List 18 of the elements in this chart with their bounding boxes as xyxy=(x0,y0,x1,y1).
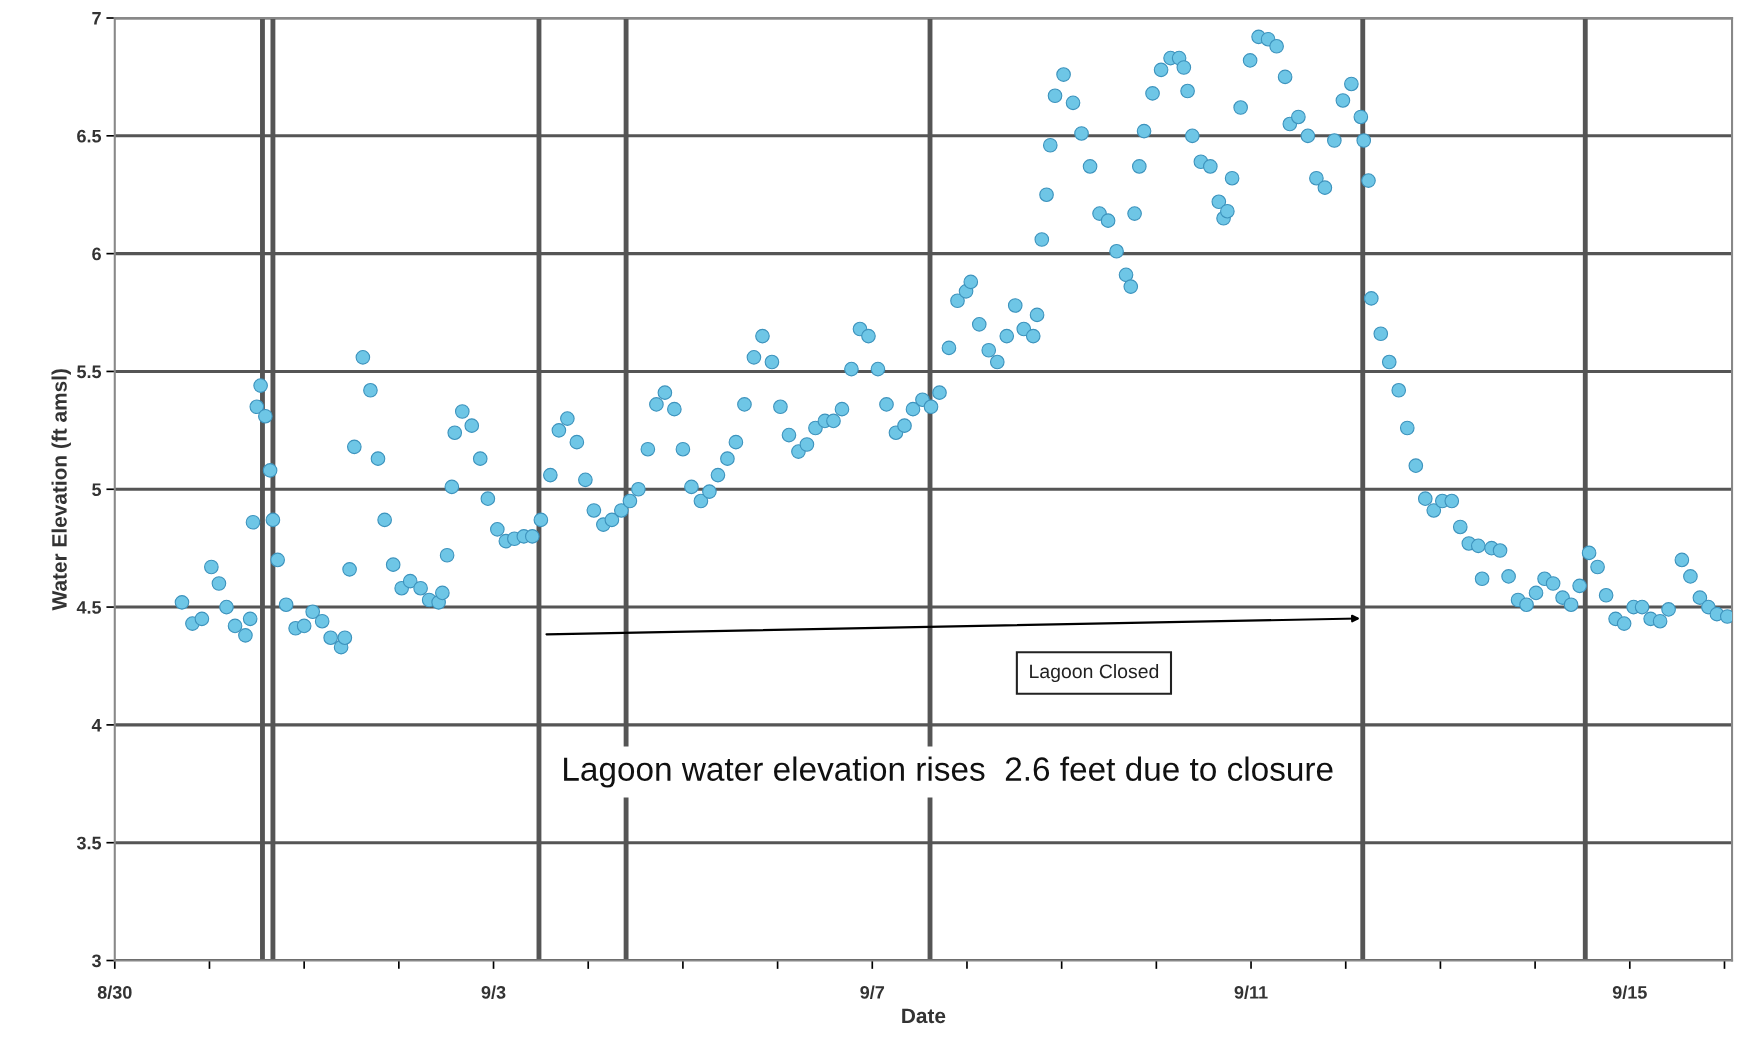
y-tick-label: 7 xyxy=(92,12,101,25)
y-tick-label: 5.5 xyxy=(77,365,102,379)
y-tick-label: 4 xyxy=(91,719,102,732)
y-tick-label: 5 xyxy=(92,483,102,496)
x-axis-title: Date xyxy=(902,1008,946,1024)
y-axis-title: Water Elevation (ft amsl) xyxy=(51,369,71,611)
y-tick-label: 3 xyxy=(91,954,101,968)
x-tick-label: 9/7 xyxy=(860,985,885,999)
annotation: Lagoon water elevation rises 2.6 feet due to closure xyxy=(564,756,1333,788)
y-tick-label: 3.5 xyxy=(76,836,102,850)
x-tick-label: 9/15 xyxy=(1612,985,1647,999)
x-tick-label: 9/11 xyxy=(1234,985,1268,999)
annotation: Lagoon Closed xyxy=(1030,663,1159,683)
y-tick-label: 6.5 xyxy=(77,129,102,143)
x-tick-label: 9/3 xyxy=(481,985,506,999)
x-tick-label: 8/30 xyxy=(97,985,132,999)
y-tick-label: 6 xyxy=(92,247,101,261)
y-tick-label: 4.5 xyxy=(76,601,102,614)
